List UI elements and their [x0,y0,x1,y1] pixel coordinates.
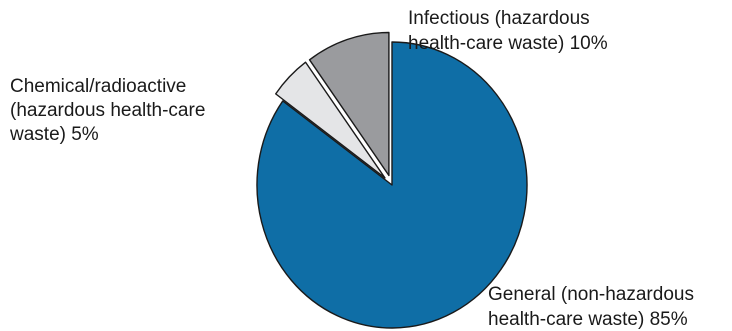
slice-chemical-radioactive [275,61,386,179]
pie-slices [256,31,528,329]
slice-infectious [308,31,390,177]
slice-general [256,41,528,329]
label-chemical-radioactive: Chemical/radioactive (hazardous health-c… [9,76,211,145]
label-general: General (non-hazardous health-care waste… [488,284,699,330]
label-infectious: Infectious (hazardous health-care waste)… [408,8,608,54]
slice-labels: General (non-hazardous health-care waste… [9,8,699,330]
